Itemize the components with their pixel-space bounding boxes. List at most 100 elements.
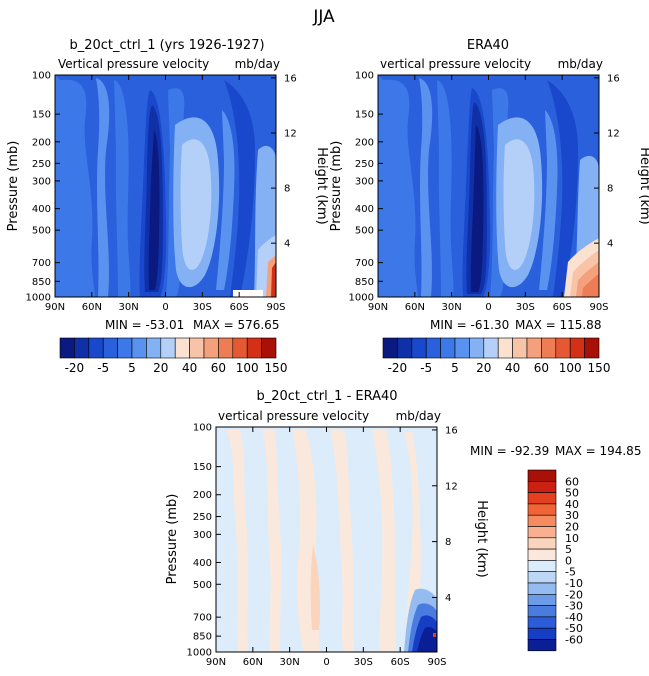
y-tick-label: 100 bbox=[355, 71, 374, 82]
panel-model-subtitle-right: mb/day bbox=[235, 57, 280, 71]
colorbar-label: -40 bbox=[565, 611, 583, 624]
y-right-tick-label: 4 bbox=[445, 593, 451, 604]
x-tick-label: 30N bbox=[442, 302, 462, 313]
x-tick-label: 60N bbox=[243, 657, 263, 668]
colorbar-box bbox=[189, 337, 205, 359]
colorbar-box bbox=[527, 627, 557, 640]
x-tick-label: 90N bbox=[368, 302, 388, 313]
x-tick-label: 60S bbox=[230, 302, 249, 313]
x-tick-label: 60S bbox=[553, 302, 572, 313]
colorbar-label: -20 bbox=[388, 361, 408, 375]
colorbar-label: -5 bbox=[420, 361, 432, 375]
colorbar-box bbox=[246, 337, 262, 359]
panel-era40-min-label: MIN = -61.30 bbox=[430, 318, 509, 332]
y-right-tick-label: 16 bbox=[607, 73, 620, 84]
colorbar-box bbox=[527, 480, 557, 493]
page-title: JJA bbox=[312, 7, 335, 27]
panel-difference-subtitle-right: mb/day bbox=[396, 409, 441, 423]
panel-model-colorbar: -20 -5 5 20 40 60 100 150 bbox=[59, 337, 287, 375]
panel-era40-field bbox=[378, 75, 599, 297]
colorbar-label: -5 bbox=[97, 361, 109, 375]
colorbar-box bbox=[584, 337, 600, 359]
colorbar-label: 5 bbox=[451, 361, 459, 375]
colorbar-box bbox=[469, 337, 485, 359]
y-right-tick-label: 12 bbox=[284, 128, 297, 139]
colorbar-label: 40 bbox=[505, 361, 520, 375]
colorbar-box bbox=[527, 593, 557, 606]
colorbar-box bbox=[527, 492, 557, 505]
colorbar-box bbox=[382, 337, 398, 359]
panel-era40-subtitle-left: vertical pressure velocity bbox=[380, 57, 531, 71]
colorbar-label: 20 bbox=[476, 361, 491, 375]
panel-model: b_20ct_ctrl_1 (yrs 1926-1927) Vertical p… bbox=[6, 38, 329, 375]
y-tick-label: 150 bbox=[193, 462, 212, 473]
colorbar-label: 20 bbox=[565, 521, 579, 534]
x-tick-label: 60N bbox=[405, 302, 425, 313]
colorbar-box bbox=[411, 337, 427, 359]
panel-difference-axes: 90N 60N 30N 0 30S 60S 90S 100 150 200 250 300 400 500… bbox=[187, 423, 458, 669]
y-tick-label: 700 bbox=[355, 258, 374, 269]
y-tick-label: 850 bbox=[32, 277, 51, 288]
colorbar-label: 40 bbox=[182, 361, 197, 375]
y-right-tick-label: 4 bbox=[607, 239, 613, 250]
colorbar-box bbox=[88, 337, 104, 359]
panel-difference-field bbox=[216, 427, 437, 652]
x-tick-label: 0 bbox=[323, 657, 329, 668]
colorbar-label: 150 bbox=[588, 361, 611, 375]
colorbar-box bbox=[218, 337, 234, 359]
y-tick-label: 100 bbox=[32, 71, 51, 82]
colorbar-box bbox=[512, 337, 528, 359]
y-tick-label: 250 bbox=[32, 159, 51, 170]
colorbar-box bbox=[526, 337, 542, 359]
panel-model-max-label: MAX = 576.65 bbox=[193, 318, 279, 332]
colorbar-box bbox=[174, 337, 190, 359]
panel-era40: ERA40 vertical pressure velocity mb/day … bbox=[329, 38, 649, 375]
colorbar-label: -60 bbox=[565, 634, 583, 647]
x-tick-label: 90S bbox=[589, 302, 608, 313]
panel-difference-subtitle-left: vertical pressure velocity bbox=[218, 409, 369, 423]
y-right-tick-label: 8 bbox=[445, 537, 451, 548]
y-tick-label: 300 bbox=[32, 176, 51, 187]
colorbar-label: 100 bbox=[559, 361, 582, 375]
colorbar-box bbox=[117, 337, 133, 359]
y-tick-label: 150 bbox=[355, 110, 374, 121]
colorbar-label: 5 bbox=[128, 361, 136, 375]
colorbar-label: 60 bbox=[211, 361, 226, 375]
colorbar-label: 60 bbox=[534, 361, 549, 375]
colorbar-box bbox=[527, 639, 557, 652]
y-tick-label: 500 bbox=[193, 580, 212, 591]
panel-era40-colorbar: -20 -5 5 20 40 60 100 150 bbox=[382, 337, 611, 375]
colorbar-label: 20 bbox=[153, 361, 168, 375]
colorbar-box bbox=[397, 337, 413, 359]
y-tick-label: 400 bbox=[355, 204, 374, 215]
y-tick-label: 850 bbox=[355, 277, 374, 288]
x-tick-label: 30S bbox=[516, 302, 535, 313]
colorbar-box bbox=[527, 514, 557, 527]
panel-difference: b_20ct_ctrl_1 - ERA40 vertical pressure … bbox=[165, 389, 641, 668]
x-tick-label: 90N bbox=[45, 302, 65, 313]
colorbar-label: 30 bbox=[565, 509, 579, 522]
y-tick-label: 250 bbox=[355, 159, 374, 170]
colorbar-box bbox=[527, 582, 557, 595]
panel-difference-max-label: MAX = 194.85 bbox=[555, 444, 641, 458]
x-tick-label: 0 bbox=[485, 302, 491, 313]
colorbar-box bbox=[527, 560, 557, 573]
panel-model-subtitle-left: Vertical pressure velocity bbox=[58, 57, 209, 71]
y-tick-label: 150 bbox=[32, 110, 51, 121]
panel-era40-max-label: MAX = 115.88 bbox=[515, 318, 601, 332]
y-tick-label: 700 bbox=[32, 258, 51, 269]
colorbar-label: 40 bbox=[565, 498, 579, 511]
panel-era40-ylabel: Pressure (mb) bbox=[329, 141, 344, 232]
panel-difference-min-label: MIN = -92.39 bbox=[470, 444, 549, 458]
colorbar-box bbox=[146, 337, 162, 359]
y-right-tick-label: 12 bbox=[445, 481, 458, 492]
colorbar-box bbox=[160, 337, 176, 359]
colorbar-box bbox=[527, 548, 557, 561]
colorbar-box bbox=[483, 337, 499, 359]
colorbar-label: -20 bbox=[565, 588, 583, 601]
panel-era40-subtitle-right: mb/day bbox=[558, 57, 603, 71]
y-tick-label: 300 bbox=[355, 176, 374, 187]
colorbar-box bbox=[440, 337, 456, 359]
colorbar-box bbox=[569, 337, 585, 359]
